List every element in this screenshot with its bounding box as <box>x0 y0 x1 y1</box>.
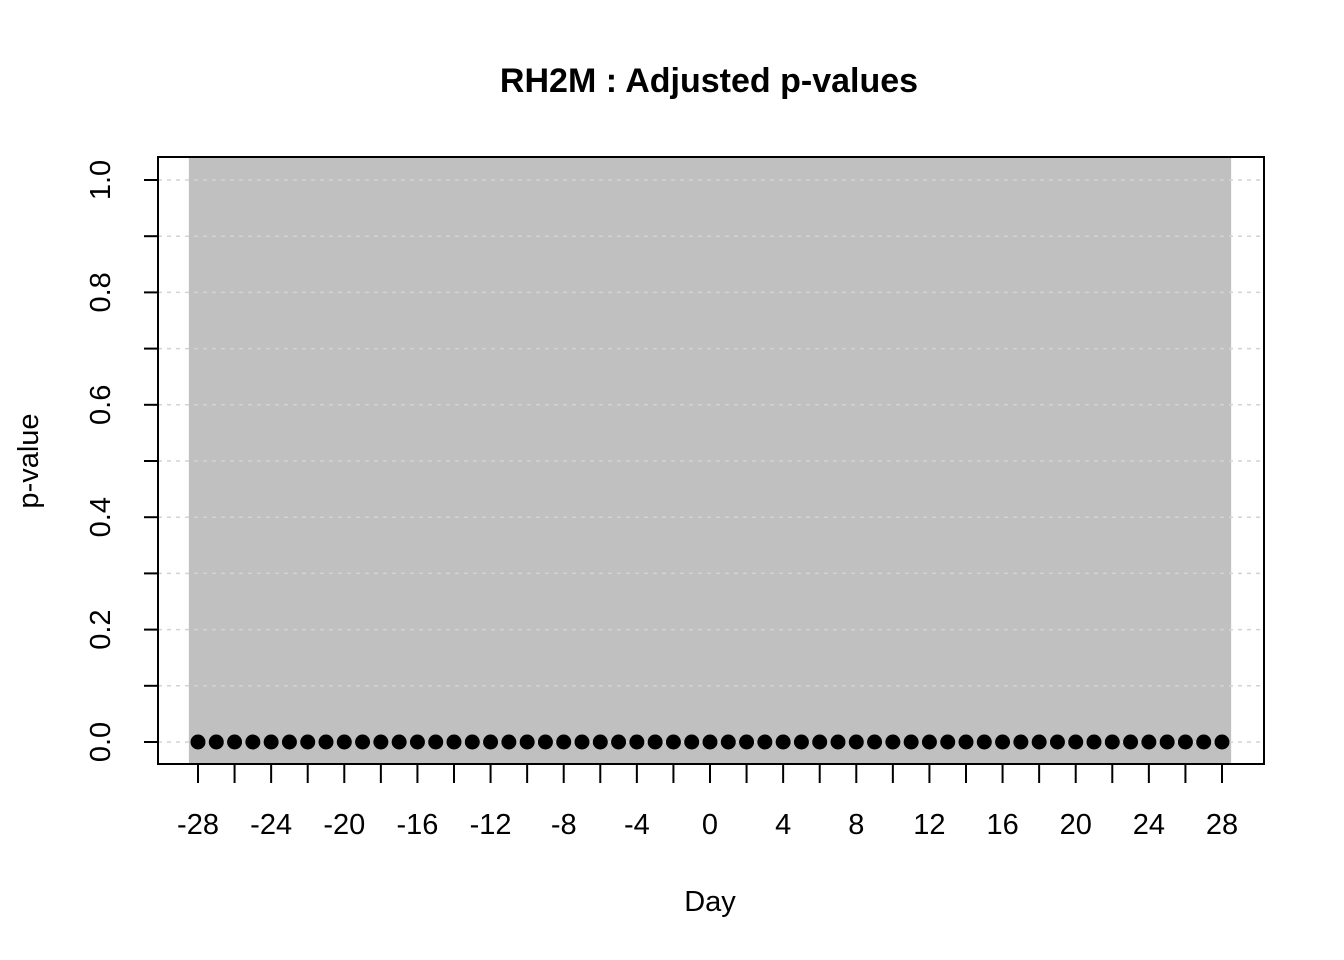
data-point <box>263 734 279 750</box>
y-tick-label: 0.4 <box>85 497 117 537</box>
data-point <box>190 734 206 750</box>
data-point <box>592 734 608 750</box>
data-point <box>793 734 809 750</box>
x-tick-label: 20 <box>1060 809 1092 841</box>
data-point <box>1031 734 1047 750</box>
data-point <box>647 734 663 750</box>
data-point <box>537 734 553 750</box>
data-point <box>1196 734 1212 750</box>
data-point <box>208 734 224 750</box>
x-tick-label: -8 <box>551 809 577 841</box>
data-point <box>995 734 1011 750</box>
data-point <box>903 734 919 750</box>
y-tick-label: 0.8 <box>85 272 117 312</box>
data-point <box>1214 734 1230 750</box>
data-point <box>281 734 297 750</box>
x-axis: -28 -24 -20 -16 -12 -8 -4 0 4 8 12 16 20 24 28 <box>177 764 1238 841</box>
data-point <box>830 734 846 750</box>
data-point <box>409 734 425 750</box>
data-point <box>446 734 462 750</box>
data-point <box>1086 734 1102 750</box>
points-layer <box>190 734 1230 750</box>
data-point <box>556 734 572 750</box>
x-tick-label: -4 <box>624 809 650 841</box>
x-tick-label: 8 <box>848 809 864 841</box>
x-tick-label: 0 <box>702 809 718 841</box>
data-point <box>1013 734 1029 750</box>
data-point <box>848 734 864 750</box>
x-tick-label: 4 <box>775 809 791 841</box>
x-tick-label: -16 <box>396 809 438 841</box>
data-point <box>958 734 974 750</box>
data-point <box>1104 734 1120 750</box>
data-point <box>483 734 499 750</box>
y-axis-label: p-value <box>13 413 45 508</box>
x-tick-label: 12 <box>913 809 945 841</box>
y-axis: 0.0 0.2 0.4 0.6 0.8 1.0 <box>85 160 158 762</box>
data-point <box>629 734 645 750</box>
y-tick-label: 0.2 <box>85 609 117 649</box>
data-point <box>885 734 901 750</box>
data-point <box>720 734 736 750</box>
data-point <box>1159 734 1175 750</box>
x-axis-label: Day <box>684 886 736 918</box>
data-point <box>391 734 407 750</box>
data-point <box>1068 734 1084 750</box>
data-point <box>318 734 334 750</box>
data-point <box>574 734 590 750</box>
x-tick-label: -28 <box>177 809 219 841</box>
data-point <box>1049 734 1065 750</box>
x-tick-label: -12 <box>470 809 512 841</box>
data-point <box>336 734 352 750</box>
data-point <box>300 734 316 750</box>
data-point <box>665 734 681 750</box>
data-point <box>464 734 480 750</box>
data-point <box>245 734 261 750</box>
data-point <box>611 734 627 750</box>
data-point <box>1177 734 1193 750</box>
data-point <box>684 734 700 750</box>
data-point <box>940 734 956 750</box>
data-point <box>373 734 389 750</box>
data-point <box>501 734 517 750</box>
y-tick-label: 1.0 <box>85 160 117 200</box>
data-point <box>227 734 243 750</box>
x-tick-label: -20 <box>323 809 365 841</box>
data-point <box>812 734 828 750</box>
y-tick-label: 0.0 <box>85 722 117 762</box>
data-point <box>775 734 791 750</box>
x-tick-label: 24 <box>1133 809 1165 841</box>
y-tick-label: 0.6 <box>85 385 117 425</box>
data-point <box>867 734 883 750</box>
data-point <box>921 734 937 750</box>
data-point <box>757 734 773 750</box>
data-point <box>702 734 718 750</box>
x-tick-label: 16 <box>986 809 1018 841</box>
x-tick-label: 28 <box>1206 809 1238 841</box>
data-point <box>1123 734 1139 750</box>
data-point <box>739 734 755 750</box>
chart-title: RH2M : Adjusted p-values <box>500 62 918 100</box>
x-tick-label: -24 <box>250 809 292 841</box>
data-point <box>428 734 444 750</box>
data-point <box>1141 734 1157 750</box>
data-point <box>976 734 992 750</box>
data-point <box>519 734 535 750</box>
data-point <box>355 734 371 750</box>
